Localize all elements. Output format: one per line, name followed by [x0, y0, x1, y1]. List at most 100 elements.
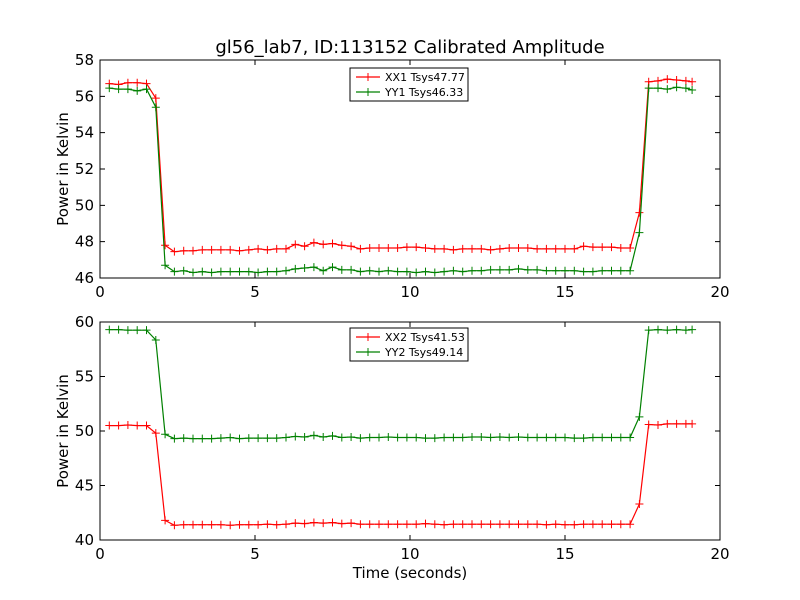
top-series-2-point — [688, 85, 697, 94]
top-y-tick-label: 52 — [75, 160, 94, 178]
top-series-2-point — [309, 263, 318, 272]
top-series-1-point — [477, 244, 486, 253]
bottom-legend-label-1: XX2 Tsys41.53 — [385, 331, 465, 344]
bottom-series-2-point — [570, 434, 579, 443]
top-y-tick-label: 46 — [75, 269, 94, 287]
top-series-1-point — [440, 244, 449, 253]
bottom-series-1-point — [356, 520, 365, 529]
top-series-1-point — [356, 244, 365, 253]
bottom-series-2-point — [263, 434, 272, 443]
bottom-series-1-point — [179, 520, 188, 529]
bottom-series-2-point — [430, 434, 439, 443]
bottom-series-1-point — [151, 429, 160, 438]
top-series-1-point — [282, 244, 290, 253]
top-series-1-point — [226, 245, 235, 254]
bottom-series-2-point — [561, 433, 569, 442]
top-series-2-point — [216, 267, 225, 276]
bottom-series-1-point — [347, 519, 356, 528]
bottom-series-1-point — [272, 520, 281, 529]
top-x-tick-label: 20 — [710, 283, 729, 301]
bottom-series-2-point — [514, 432, 523, 441]
top-series-2-point — [458, 267, 467, 276]
top-series-1-point — [616, 244, 625, 253]
top-series-2-point — [430, 268, 439, 277]
bottom-series-1-point — [505, 520, 514, 529]
top-legend: XX1 Tsys47.77 YY1 Tsys46.33 — [349, 67, 469, 102]
bottom-series-1-point — [644, 420, 653, 429]
top-series-2-point — [337, 265, 346, 274]
top-series-1-point — [198, 245, 207, 254]
bottom-series-1-point — [235, 520, 244, 529]
bottom-x-tick-label: 5 — [250, 545, 260, 563]
bottom-series-2-point — [523, 433, 532, 442]
bottom-series-2-point — [282, 433, 290, 442]
bottom-y-tick-label: 60 — [75, 313, 94, 331]
bottom-series-2-point — [198, 434, 207, 443]
top-series-2-point — [542, 266, 551, 275]
top-series-line-2 — [109, 86, 693, 274]
top-series-2-point — [291, 264, 300, 273]
top-series-1-point — [551, 244, 560, 253]
bottom-series-1-point — [440, 520, 449, 529]
top-series-2-point — [328, 263, 337, 272]
bottom-series-2-point — [681, 326, 690, 335]
bottom-series-2-point — [189, 434, 197, 443]
bottom-series-2-point — [663, 326, 672, 335]
top-series-2-point — [505, 265, 514, 274]
top-series-2-point — [319, 266, 328, 275]
bottom-series-1-point — [449, 520, 458, 529]
top-series-2-point — [495, 265, 504, 274]
bottom-series-2-point — [226, 433, 235, 442]
figure-title: gl56_lab7, ID:113152 Calibrated Amplitud… — [215, 37, 604, 58]
top-series-1-point — [254, 244, 263, 253]
top-series-2-point — [235, 267, 244, 276]
bottom-series-1-point — [123, 421, 132, 430]
top-series-1-point — [300, 242, 309, 251]
bottom-series-2-point — [468, 432, 476, 441]
bottom-series-1-point — [412, 520, 421, 529]
top-series-1-point — [309, 238, 318, 247]
top-series-2-point — [421, 267, 430, 276]
bottom-series-2-point — [688, 325, 697, 334]
top-series-2-point — [440, 267, 449, 276]
top-series-2-point — [514, 264, 523, 273]
top-series-1-point — [505, 244, 514, 253]
x-axis-label: Time (seconds) — [352, 564, 468, 582]
top-series-2-point — [384, 266, 393, 275]
bottom-series-2-point — [235, 434, 244, 443]
bottom-legend: XX2 Tsys41.53 YY2 Tsys49.14 — [349, 327, 469, 362]
bottom-series-2-point — [356, 434, 365, 443]
top-series-1-point — [207, 245, 216, 254]
bottom-x-tick-label: 0 — [95, 545, 105, 563]
bottom-series-1-point — [216, 520, 225, 529]
top-series-2-point — [449, 266, 458, 275]
top-series-1-point — [430, 244, 439, 253]
bottom-series-1-point — [282, 520, 290, 529]
bottom-series-2-point — [579, 434, 588, 443]
top-series-1-point — [607, 243, 616, 252]
bottom-y-tick-label: 55 — [75, 368, 94, 386]
top-series-1-point — [542, 244, 551, 253]
bottom-series-2-point — [477, 432, 486, 441]
top-series-1-point — [635, 208, 644, 217]
bottom-series-1-point — [533, 520, 542, 529]
top-x-tick-label: 15 — [555, 283, 574, 301]
bottom-series-2-point — [542, 433, 551, 442]
top-series-2-point — [114, 85, 123, 94]
bottom-series-1-point — [570, 520, 579, 529]
top-series-1-point — [365, 244, 374, 253]
top-series-1-point — [402, 243, 411, 252]
top-series-1-point — [216, 245, 225, 254]
top-series-1-point — [179, 246, 188, 255]
bottom-series-2-point — [384, 432, 393, 441]
top-series-1-point — [626, 244, 635, 253]
bottom-series-2-point — [142, 326, 151, 335]
top-series-2-point — [365, 266, 374, 275]
bottom-series-2-point — [533, 433, 542, 442]
bottom-y-tick-label: 40 — [75, 531, 94, 549]
bottom-series-1-point — [226, 521, 235, 530]
top-x-tick-label: 10 — [400, 283, 419, 301]
top-series-2-point — [105, 84, 114, 93]
bottom-series-1-point — [579, 520, 588, 529]
bottom-series-1-point — [114, 421, 123, 430]
